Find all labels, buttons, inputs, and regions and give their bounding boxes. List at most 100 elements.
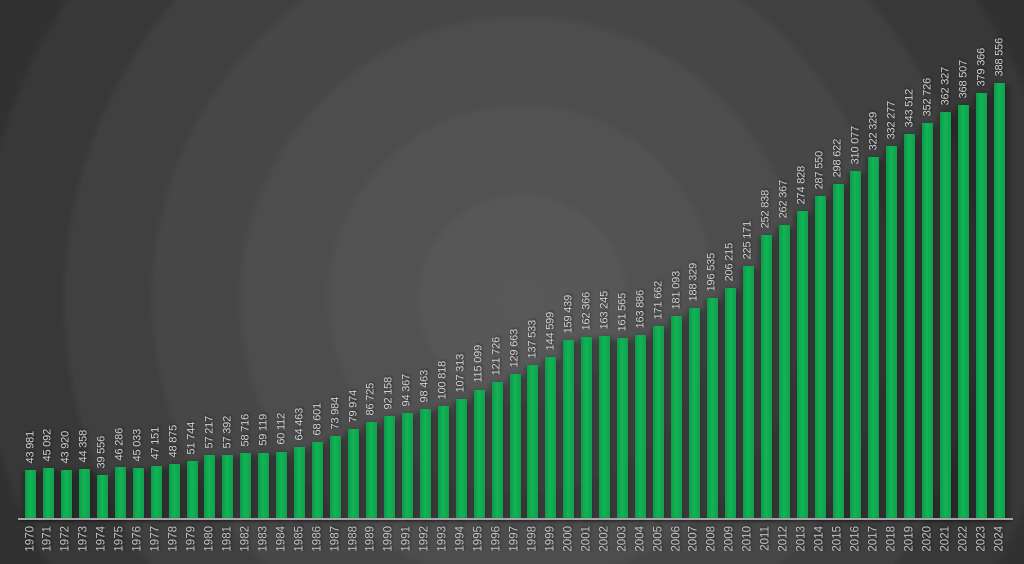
bar-value-label: 73 984 — [329, 396, 342, 429]
bar-value-label: 310 077 — [849, 125, 862, 164]
bar-value-label: 64 463 — [293, 407, 306, 440]
bar: 86 725 1989 — [365, 383, 377, 552]
bar-value-label: 137 533 — [526, 319, 539, 358]
bar-value-label: 129 663 — [508, 328, 521, 367]
bar-year-label: 1985 — [292, 526, 305, 552]
bar-year-label: 1978 — [167, 526, 180, 552]
bar-value-label: 45 092 — [41, 428, 54, 461]
bar-value-label: 86 725 — [364, 382, 377, 415]
bar-year-label: 2016 — [849, 526, 862, 552]
bar: 60 112 1984 — [275, 413, 288, 552]
bar: 107 313 1994 — [454, 354, 467, 552]
bar-year-label: 2000 — [562, 526, 575, 552]
bar-value-label: 225 171 — [741, 220, 754, 259]
bar: 252 838 2011 — [759, 190, 772, 551]
bar-value-label: 274 828 — [795, 165, 808, 204]
bar: 343 512 2019 — [903, 89, 916, 552]
bar-value-label: 188 329 — [687, 262, 700, 301]
bar: 144 599 1999 — [544, 312, 557, 552]
bar-value-label: 163 245 — [598, 290, 611, 329]
bar-value-label: 171 662 — [652, 280, 665, 319]
bar: 98 463 1992 — [419, 370, 431, 552]
bar: 94 367 1991 — [401, 374, 413, 552]
bar-year-label: 2019 — [903, 526, 916, 552]
bar-value-label: 196 535 — [705, 252, 718, 291]
bar-year-label: 2003 — [615, 526, 628, 552]
bar: 298 622 2015 — [831, 139, 844, 552]
bar-value-label: 159 439 — [562, 294, 575, 333]
bar: 45 092 1971 — [42, 429, 54, 552]
bar: 43 981 1970 — [24, 431, 36, 552]
bar-value-label: 181 093 — [670, 270, 682, 309]
bar-value-label: 44 358 — [77, 429, 90, 462]
bar-value-label: 352 726 — [921, 77, 934, 116]
bar-value-label: 59 119 — [257, 414, 270, 446]
bar-year-label: 1997 — [508, 526, 521, 552]
bar-year-label: 1970 — [23, 526, 36, 552]
bar: 362 327 2021 — [939, 67, 952, 552]
bar-value-label: 45 033 — [131, 428, 144, 461]
bar-year-label: 1991 — [400, 526, 413, 552]
bar: 163 245 2002 — [598, 291, 611, 552]
bar-value-label: 51 744 — [185, 421, 198, 454]
bar: 188 329 2007 — [688, 263, 700, 552]
bar-year-label: 2004 — [633, 526, 646, 552]
bar: 58 716 1982 — [239, 414, 252, 552]
bar-year-label: 1974 — [95, 526, 108, 552]
bar-year-label: 1992 — [418, 526, 431, 552]
bar-value-label: 362 327 — [939, 66, 952, 105]
bar-year-label: 2009 — [723, 526, 736, 552]
bar-value-label: 388 556 — [993, 37, 1005, 76]
bar-year-label: 2013 — [795, 526, 808, 552]
bar-value-label: 94 367 — [400, 373, 413, 406]
bar: 79 974 1988 — [347, 390, 359, 552]
bar: 379 366 2023 — [975, 48, 988, 552]
bar: 368 507 2022 — [957, 60, 970, 552]
bar-year-label: 1981 — [221, 526, 234, 552]
bar-value-label: 379 366 — [975, 47, 988, 86]
bar-year-label: 1995 — [472, 526, 485, 552]
bar-year-label: 2022 — [956, 526, 969, 552]
bar-year-label: 2005 — [651, 526, 664, 552]
bar: 137 533 1998 — [526, 320, 539, 552]
bar-value-label: 121 726 — [490, 336, 503, 375]
bar: 47 151 1977 — [149, 427, 162, 552]
bar-year-label: 1998 — [526, 526, 539, 552]
bar-year-label: 2002 — [597, 526, 610, 552]
bar-value-label: 47 151 — [149, 426, 162, 459]
bar-value-label: 39 556 — [95, 435, 108, 468]
bar-year-label: 1994 — [454, 526, 467, 552]
bar: 73 984 1987 — [329, 397, 342, 552]
bar: 206 215 2009 — [724, 243, 736, 552]
bar-value-label: 46 286 — [113, 427, 126, 460]
bar-value-label: 161 565 — [616, 292, 629, 331]
bar: 196 535 2008 — [706, 253, 718, 552]
bar: 92 158 1990 — [383, 377, 395, 552]
bar-value-label: 43 920 — [59, 430, 72, 463]
bar-year-label: 1982 — [239, 526, 252, 552]
bar-year-label: 1977 — [149, 526, 162, 552]
bar-value-label: 60 112 — [275, 413, 288, 445]
bar-year-label: 2001 — [580, 526, 593, 552]
bar-year-label: 1979 — [185, 526, 198, 552]
bar-value-label: 115 099 — [472, 345, 485, 383]
bar: 51 744 1979 — [185, 422, 198, 552]
bar: 68 601 1986 — [311, 403, 324, 552]
bar: 225 171 2010 — [742, 221, 754, 552]
bar-value-label: 98 463 — [418, 369, 431, 402]
bar-year-label: 1988 — [346, 526, 359, 552]
bar: 43 920 1972 — [60, 431, 72, 552]
bar: 57 217 1980 — [203, 416, 216, 552]
bar-year-label: 2020 — [920, 526, 933, 552]
bar-year-label: 2008 — [705, 526, 718, 552]
bar-value-label: 68 601 — [311, 402, 324, 435]
bar: 352 726 2020 — [921, 78, 934, 552]
bar-value-label: 368 507 — [957, 59, 970, 98]
bar-value-label: 163 886 — [634, 289, 647, 328]
bar: 48 875 1978 — [167, 425, 180, 552]
bar-year-label: 1983 — [257, 526, 270, 552]
bar-value-label: 57 392 — [221, 415, 234, 448]
bar-value-label: 287 550 — [813, 150, 826, 189]
bar-value-label: 322 329 — [867, 111, 880, 150]
